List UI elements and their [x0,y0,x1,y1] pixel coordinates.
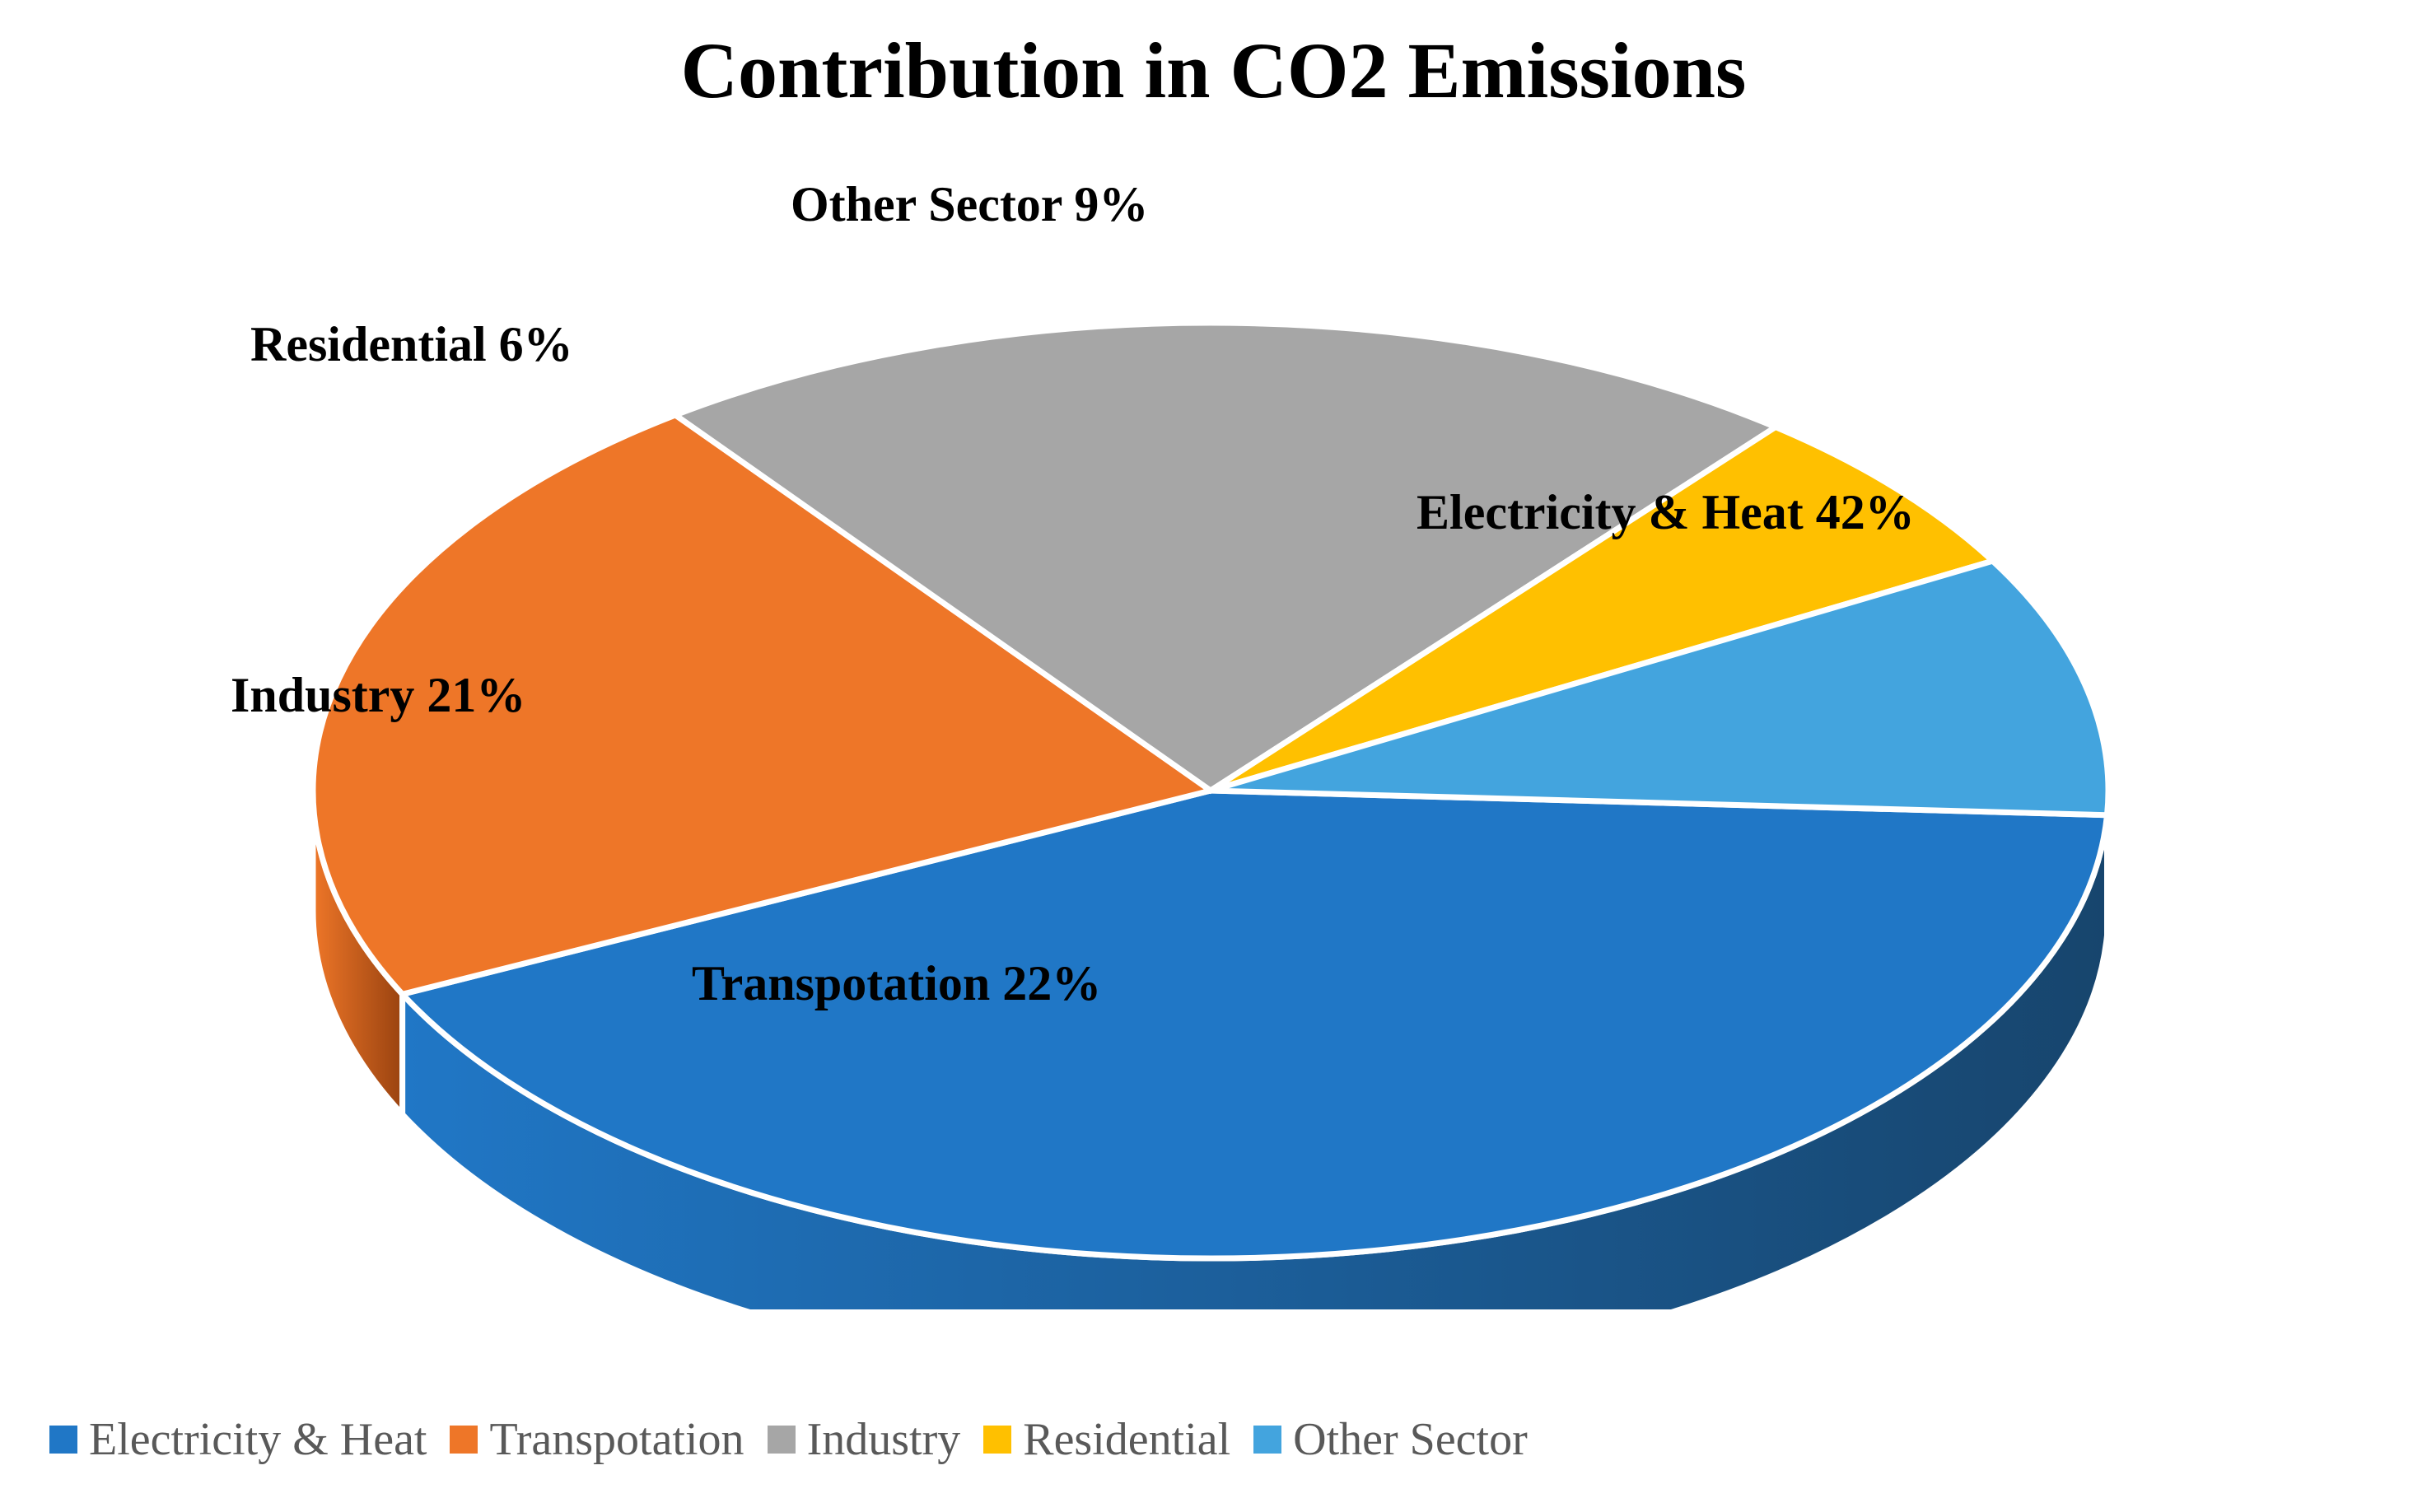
legend-item-residential: Residential [983,1413,1230,1466]
legend-swatch-residential [983,1426,1011,1454]
pie-svg [280,231,2141,1309]
chart-container: Contribution in CO2 Emissions Other Sect… [0,0,2427,1512]
pie-chart-area [280,231,2141,1309]
legend-item-industry: Industry [768,1413,961,1466]
legend-swatch-transportation [450,1426,478,1454]
label-industry: Industry 21% [231,667,525,724]
legend-label-transportation: Transpotation [489,1413,744,1466]
legend: Electricity & Heat Transpotation Industr… [49,1413,1528,1466]
legend-label-industry: Industry [807,1413,961,1466]
legend-swatch-electricity-heat [49,1426,77,1454]
chart-title: Contribution in CO2 Emissions [0,25,2427,116]
label-electricity-heat: Electricity & Heat 42% [1417,484,1915,541]
legend-label-residential: Residential [1023,1413,1230,1466]
legend-item-transportation: Transpotation [450,1413,744,1466]
label-other-sector: Other Sector 9% [791,176,1148,233]
label-residential: Residential 6% [250,316,573,373]
label-transportation: Transpotation 22% [692,955,1101,1012]
legend-swatch-industry [768,1426,796,1454]
legend-item-electricity-heat: Electricity & Heat [49,1413,427,1466]
legend-swatch-other-sector [1253,1426,1281,1454]
legend-item-other-sector: Other Sector [1253,1413,1528,1466]
legend-label-other-sector: Other Sector [1293,1413,1528,1466]
legend-label-electricity-heat: Electricity & Heat [89,1413,427,1466]
